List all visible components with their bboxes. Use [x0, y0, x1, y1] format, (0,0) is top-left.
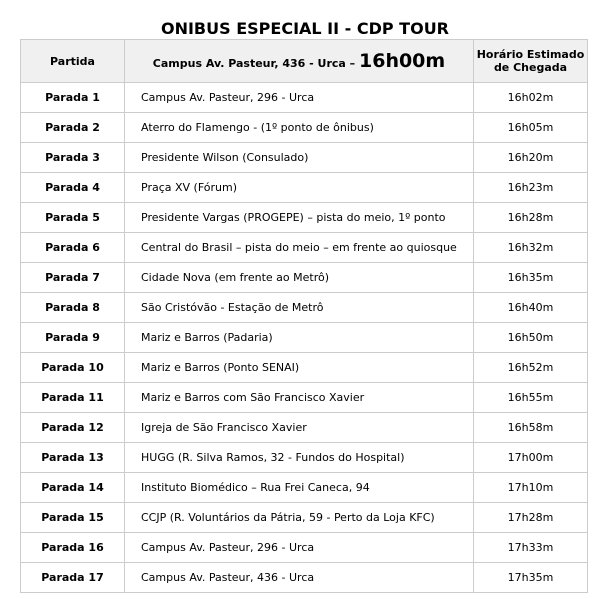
table-row: Parada 2 Aterro do Flamengo - (1º ponto d… — [20, 112, 588, 143]
arrival-time: 17h33m — [473, 532, 588, 563]
stop-name: Parada 7 — [20, 262, 125, 293]
header-row: Partida Campus Av. Pasteur, 436 - Urca –… — [20, 39, 588, 83]
stop-name: Parada 1 — [20, 82, 125, 113]
arrival-time: 16h55m — [473, 382, 588, 413]
table-row: Parada 8 São Cristóvão - Estação de Metrô… — [20, 292, 588, 323]
table-row: Parada 17 Campus Av. Pasteur, 436 - Urca 1… — [20, 562, 588, 593]
stop-location: Praça XV (Fórum) — [124, 172, 474, 203]
table-row: Parada 1 Campus Av. Pasteur, 296 - Urca 16… — [20, 82, 588, 113]
stop-location: São Cristóvão - Estação de Metrô — [124, 292, 474, 323]
stop-location: Mariz e Barros com São Francisco Xavier — [124, 382, 474, 413]
stop-name: Parada 14 — [20, 472, 125, 503]
stop-name: Parada 12 — [20, 412, 125, 443]
stop-location: Cidade Nova (em frente ao Metrô) — [124, 262, 474, 293]
stop-name: Parada 2 — [20, 112, 125, 143]
header-arrival-line1: Horário Estimado — [476, 48, 585, 61]
arrival-time: 16h32m — [473, 232, 588, 263]
arrival-time: 16h50m — [473, 322, 588, 353]
stop-name: Parada 4 — [20, 172, 125, 203]
header-partida: Partida — [20, 39, 125, 83]
stop-location: Instituto Biomédico – Rua Frei Caneca, 9… — [124, 472, 474, 503]
stop-location: Mariz e Barros (Padaria) — [124, 322, 474, 353]
stop-location: Aterro do Flamengo - (1º ponto de ônibus… — [124, 112, 474, 143]
stop-name: Parada 15 — [20, 502, 125, 533]
stop-location: Igreja de São Francisco Xavier — [124, 412, 474, 443]
arrival-time: 16h58m — [473, 412, 588, 443]
page-title: ONIBUS ESPECIAL II - CDP TOUR — [160, 19, 449, 38]
table-row: Parada 6 Central do Brasil – pista do mei… — [20, 232, 588, 263]
table-row: Parada 4 Praça XV (Fórum) 16h23m — [20, 172, 588, 203]
header-arrival-line2: de Chegada — [493, 61, 568, 74]
stop-location: Mariz e Barros (Ponto SENAI) — [124, 352, 474, 383]
arrival-time: 16h23m — [473, 172, 588, 203]
arrival-time: 16h35m — [473, 262, 588, 293]
stop-location: Presidente Vargas (PROGEPE) – pista do m… — [124, 202, 474, 233]
origin-text: Campus Av. Pasteur, 436 - Urca – — [152, 57, 356, 70]
table-row: Parada 5 Presidente Vargas (PROGEPE) – pi… — [20, 202, 588, 233]
arrival-time: 16h20m — [473, 142, 588, 173]
header-origin: Campus Av. Pasteur, 436 - Urca – 16h00m — [124, 39, 474, 83]
table-row: Parada 14 Instituto Biomédico – Rua Frei … — [20, 472, 588, 503]
stop-location: Campus Av. Pasteur, 296 - Urca — [124, 532, 474, 563]
arrival-time: 17h10m — [473, 472, 588, 503]
stop-location: Campus Av. Pasteur, 296 - Urca — [124, 82, 474, 113]
table-row: Parada 13 HUGG (R. Silva Ramos, 32 - Fund… — [20, 442, 588, 473]
table-row: Parada 16 Campus Av. Pasteur, 296 - Urca 1… — [20, 532, 588, 563]
stop-name: Parada 17 — [20, 562, 125, 593]
stop-location: Presidente Wilson (Consulado) — [124, 142, 474, 173]
table-row: Parada 11 Mariz e Barros com São Francisc… — [20, 382, 588, 413]
arrival-time: 17h35m — [473, 562, 588, 593]
arrival-time: 16h52m — [473, 352, 588, 383]
table-row: Parada 9 Mariz e Barros (Padaria) 16h50m — [20, 322, 588, 353]
stop-name: Parada 5 — [20, 202, 125, 233]
stop-location: CCJP (R. Voluntários da Pátria, 59 - Per… — [124, 502, 474, 533]
header-arrival: Horário Estimado de Chegada — [473, 39, 588, 83]
stop-name: Parada 16 — [20, 532, 125, 563]
arrival-time: 17h28m — [473, 502, 588, 533]
table-row: Parada 10 Mariz e Barros (Ponto SENAI) 16h… — [20, 352, 588, 383]
arrival-time: 17h00m — [473, 442, 588, 473]
arrival-time: 16h02m — [473, 82, 588, 113]
arrival-time: 16h28m — [473, 202, 588, 233]
arrival-time: 16h05m — [473, 112, 588, 143]
table-row: Parada 15 CCJP (R. Voluntários da Pátria,… — [20, 502, 588, 533]
departure-time: 16h00m — [359, 50, 446, 72]
stop-name: Parada 10 — [20, 352, 125, 383]
stop-location: HUGG (R. Silva Ramos, 32 - Fundos do Hos… — [124, 442, 474, 473]
stop-name: Parada 9 — [20, 322, 125, 353]
arrival-time: 16h40m — [473, 292, 588, 323]
stop-location: Campus Av. Pasteur, 436 - Urca — [124, 562, 474, 593]
stop-name: Parada 11 — [20, 382, 125, 413]
stop-location: Central do Brasil – pista do meio – em f… — [124, 232, 474, 263]
schedule-table: Partida Campus Av. Pasteur, 436 - Urca –… — [20, 39, 588, 593]
stop-name: Parada 6 — [20, 232, 125, 263]
stop-name: Parada 13 — [20, 442, 125, 473]
stop-name: Parada 8 — [20, 292, 125, 323]
table-row: Parada 7 Cidade Nova (em frente ao Metrô)… — [20, 262, 588, 293]
table-row: Parada 12 Igreja de São Francisco Xavier 1… — [20, 412, 588, 443]
table-row: Parada 3 Presidente Wilson (Consulado) 16h… — [20, 142, 588, 173]
stop-name: Parada 3 — [20, 142, 125, 173]
